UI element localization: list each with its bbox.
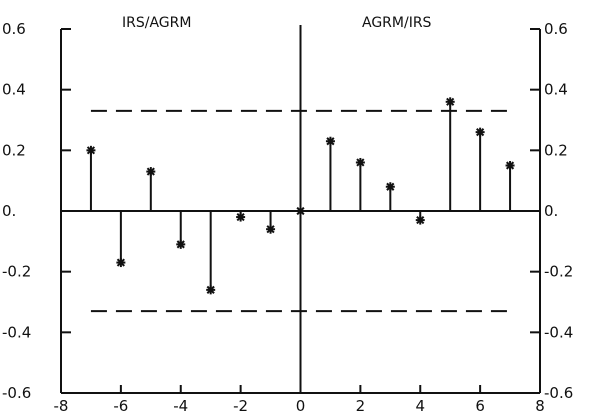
stem-marker bbox=[475, 127, 485, 137]
y-tick-label-right: 0. bbox=[544, 202, 558, 220]
y-tick-label-left: 0.6 bbox=[2, 20, 26, 38]
y-tick-label-left: 0. bbox=[2, 202, 16, 220]
x-tick-label: 4 bbox=[415, 397, 425, 415]
stem-marker bbox=[236, 212, 246, 222]
y-tick-label-right: 0.2 bbox=[544, 141, 568, 159]
stem-marker bbox=[116, 258, 126, 268]
x-tick-label: -4 bbox=[173, 397, 188, 415]
y-tick-label-right: -0.6 bbox=[544, 384, 573, 402]
stem-marker bbox=[146, 167, 156, 177]
stem-marker bbox=[325, 136, 335, 146]
x-tick-label: -8 bbox=[54, 397, 69, 415]
panel-label-right: AGRM/IRS bbox=[362, 15, 432, 31]
x-tick-label: 0 bbox=[296, 397, 306, 415]
x-tick-label: 6 bbox=[475, 397, 485, 415]
x-tick-label: 8 bbox=[535, 397, 545, 415]
x-tick-label: -6 bbox=[113, 397, 128, 415]
stem-marker bbox=[385, 182, 395, 192]
y-tick-label-left: -0.2 bbox=[2, 263, 31, 281]
y-tick-label-left: 0.2 bbox=[2, 141, 26, 159]
confidence-bounds bbox=[90, 109, 511, 313]
y-tick-label-left: -0.4 bbox=[2, 323, 31, 341]
y-tick-label-right: -0.2 bbox=[544, 263, 573, 281]
stems bbox=[86, 97, 515, 295]
stem-marker bbox=[505, 161, 515, 170]
y-tick-label-right: 0.6 bbox=[544, 20, 568, 38]
x-tick-label: -2 bbox=[233, 397, 248, 415]
y-tick-label-right: -0.4 bbox=[544, 323, 573, 341]
y-tick-label-left: -0.6 bbox=[2, 384, 31, 402]
stem-marker bbox=[206, 285, 216, 295]
stem-marker bbox=[266, 224, 276, 234]
tick-labels: 0.6 0.6 0.4 0.4 0.2 0.2 0. 0. -0.2 -0.2 -0.4 -0.4 -0… bbox=[2, 20, 573, 415]
stem-marker bbox=[86, 145, 96, 155]
stem-marker bbox=[445, 97, 455, 107]
y-tick-label-right: 0.4 bbox=[544, 81, 568, 99]
stem-marker bbox=[296, 206, 305, 216]
stem-marker bbox=[176, 239, 186, 249]
y-tick-label-left: 0.4 bbox=[2, 81, 26, 99]
stem-marker bbox=[355, 157, 365, 167]
x-tick-label: 2 bbox=[356, 397, 366, 415]
panel-label-left: IRS/AGRM bbox=[122, 15, 191, 31]
stem-marker bbox=[415, 215, 425, 225]
